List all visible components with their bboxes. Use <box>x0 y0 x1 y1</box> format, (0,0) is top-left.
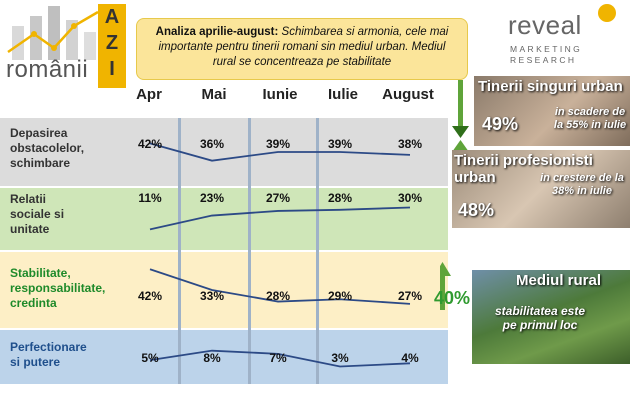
analysis-summary-box: Analiza aprilie-august: Schimbarea si ar… <box>136 18 468 80</box>
panel-subtitle: in crestere de la 38% in iulie <box>540 172 624 197</box>
label-line: Perfectionare <box>10 340 87 354</box>
data-label: 28% <box>266 289 290 303</box>
band-power <box>0 330 448 384</box>
azi-letter: A <box>104 6 120 28</box>
panel-title: Tinerii singuri urban <box>478 78 623 95</box>
band-social <box>0 188 448 250</box>
panel-title: Mediul rural <box>516 272 602 289</box>
data-label: 11% <box>138 191 162 205</box>
series-line <box>149 268 411 305</box>
data-label: 42% <box>138 289 162 303</box>
band-change <box>0 118 448 186</box>
reveal-sub-1: MARKETING <box>510 44 583 54</box>
label-line: responsabilitate, <box>10 281 106 295</box>
month-header: Iulie <box>327 86 358 103</box>
summary-bold: Analiza aprilie-august: <box>155 26 279 38</box>
panel-percentage: 49% <box>482 114 519 134</box>
panel-professionals: Tinerii profesionisti urban in crestere … <box>452 150 630 228</box>
label-line: Relatii <box>10 192 47 206</box>
data-label: 23% <box>200 191 224 205</box>
reveal-logo: reveal <box>508 10 582 40</box>
arrow-up-rural-icon <box>440 262 451 310</box>
data-label: 29% <box>328 289 352 303</box>
data-label: 28% <box>328 191 352 205</box>
data-label: 5% <box>141 351 159 365</box>
band-label-social: Relatii sociale si unitate <box>10 192 64 237</box>
data-label: 30% <box>398 191 422 205</box>
data-label: 7% <box>269 351 287 365</box>
reveal-subtitle: MARKETING RESEARCH <box>510 44 582 66</box>
label-line: Depasirea <box>10 126 68 140</box>
band-label-stability: Stabilitate, responsabilitate, credinta <box>10 266 105 311</box>
data-label: 36% <box>200 137 224 151</box>
month-divider <box>178 118 181 384</box>
panel-singles: Tinerii singuri urban in scadere de la 5… <box>474 76 630 146</box>
rural-percentage: 40% <box>434 288 471 308</box>
arrow-down-icon <box>452 80 469 138</box>
summary-italic: Schimbarea si armonia, cele mai importan… <box>158 26 449 68</box>
series-line <box>149 349 411 368</box>
month-header: Iunie <box>262 86 298 103</box>
label-line: obstacolelor, <box>10 141 85 155</box>
label-line: si putere <box>10 355 61 369</box>
panel-title: Tinerii profesionisti urban <box>454 152 593 186</box>
panel-rural: Mediul rural stabilitatea este pe primul… <box>472 270 630 364</box>
month-divider <box>316 118 319 384</box>
romanii-azi-logo <box>7 6 99 60</box>
data-label: 4% <box>401 351 419 365</box>
data-label: 3% <box>331 351 349 365</box>
data-label: 27% <box>266 191 290 205</box>
azi-letter: I <box>109 58 115 80</box>
data-label: 39% <box>328 137 352 151</box>
band-stability <box>0 252 448 328</box>
panel-percentage: 48% <box>458 200 495 220</box>
month-divider <box>248 118 251 384</box>
azi-badge: A Z I <box>98 4 126 88</box>
reveal-sub-2: RESEARCH <box>510 55 577 65</box>
data-label: 8% <box>203 351 221 365</box>
month-header: August <box>382 86 434 103</box>
azi-letter: Z <box>105 32 119 54</box>
month-header: Mai <box>201 86 227 103</box>
data-label: 39% <box>266 137 290 151</box>
reveal-dot-icon <box>598 4 616 22</box>
label-line: credinta <box>10 296 57 310</box>
series-line <box>149 142 411 162</box>
data-label: 38% <box>398 137 422 151</box>
band-label-change: Depasirea obstacolelor, schimbare <box>10 126 84 171</box>
series-line <box>149 206 411 231</box>
logo-word: românii <box>6 56 89 83</box>
data-label: 27% <box>398 289 422 303</box>
label-line: unitate <box>10 222 50 236</box>
label-line: Stabilitate, <box>10 266 71 280</box>
data-label: 33% <box>200 289 224 303</box>
label-line: schimbare <box>10 156 71 170</box>
month-header: Apr <box>136 86 162 103</box>
band-label-power: Perfectionare si putere <box>10 340 87 370</box>
panel-subtitle: stabilitatea este pe primul loc <box>494 304 586 332</box>
panel-subtitle: in scadere de la 55% in iulie <box>553 106 627 131</box>
label-line: sociale si <box>10 207 65 221</box>
data-label: 42% <box>138 137 162 151</box>
